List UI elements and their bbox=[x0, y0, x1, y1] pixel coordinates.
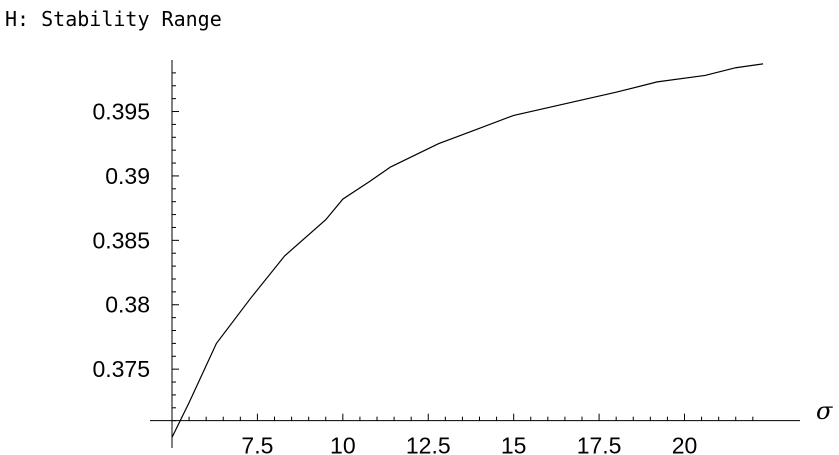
x-tick-label: 10 bbox=[330, 433, 356, 455]
y-tick-label: 0.39 bbox=[105, 163, 150, 189]
y-tick-label: 0.385 bbox=[92, 227, 150, 253]
axes bbox=[150, 60, 800, 448]
x-tick-label: 12.5 bbox=[406, 433, 451, 455]
y-tick-label: 0.375 bbox=[92, 356, 150, 382]
series-line bbox=[171, 63, 764, 438]
x-tick-label: 20 bbox=[672, 433, 698, 455]
x-tick-label: 17.5 bbox=[577, 433, 622, 455]
x-tick-label: 7.5 bbox=[241, 433, 273, 455]
tick-labels: 7.5 10 12.5 15 17.5 20 0.375 0.38 0.385 0.39 0.395 bbox=[92, 99, 697, 455]
data-series bbox=[171, 63, 764, 438]
x-axis-label: σ bbox=[816, 397, 833, 425]
chart-title: H: Stability Range bbox=[5, 7, 222, 31]
ticks bbox=[172, 72, 754, 422]
y-tick-label: 0.38 bbox=[105, 292, 150, 318]
y-tick-label: 0.395 bbox=[92, 99, 150, 125]
x-tick-label: 15 bbox=[501, 433, 527, 455]
